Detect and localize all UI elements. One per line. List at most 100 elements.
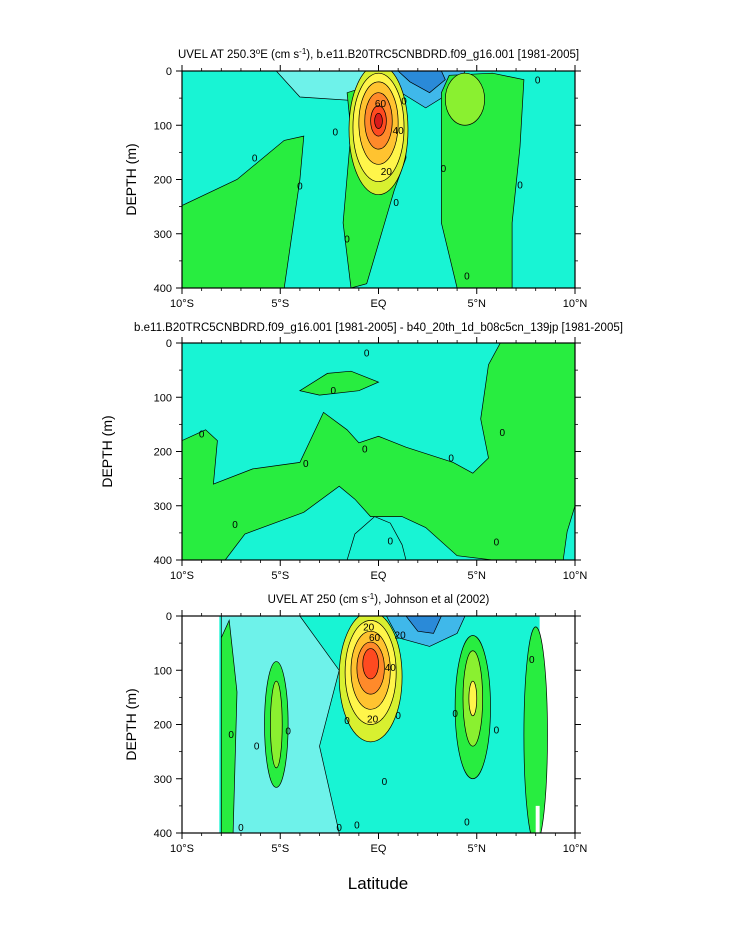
x-tick-label: 5°S	[271, 570, 289, 582]
x-tick-label: EQ	[371, 298, 387, 310]
y-tick-label: 100	[154, 392, 172, 404]
y-tick-label: 400	[154, 828, 172, 840]
contour-label: 0	[285, 727, 291, 738]
panel-title-part: UVEL AT 250 (cm s	[268, 594, 368, 606]
contour-label: 0	[332, 127, 338, 138]
contour-label: 0	[344, 716, 350, 727]
y-tick-label: 0	[166, 66, 172, 78]
contour-region	[397, 71, 446, 94]
x-tick-label: 10°S	[170, 298, 194, 310]
x-axis-label: Latitude	[348, 874, 409, 893]
contour-label: 0	[297, 182, 303, 193]
x-tick-label: EQ	[371, 570, 387, 582]
contour-label: 20	[363, 622, 375, 633]
contour-label: 0	[382, 777, 388, 788]
missing-data	[535, 805, 540, 833]
y-tick-label: 400	[154, 283, 172, 295]
contour-label: 0	[354, 820, 360, 831]
contour-label: 0	[494, 725, 500, 736]
contour-region	[405, 616, 442, 634]
panel-title-part: b.e11.B20TRC5CNBDRD.f09_g16.001 [1981-20…	[134, 322, 623, 334]
contour-region	[468, 680, 478, 717]
contour-label: 0	[238, 823, 244, 834]
contour-label: 0	[529, 655, 535, 666]
x-tick-label: 5°N	[468, 570, 487, 582]
contour-label: 20	[395, 630, 407, 641]
x-tick-label: 5°N	[468, 843, 487, 855]
x-tick-label: 5°S	[271, 843, 289, 855]
contour-label: 0	[364, 348, 370, 359]
y-tick-label: 200	[154, 720, 172, 732]
contour-label: 0	[331, 386, 337, 397]
panel-title-part: E (cm s	[260, 49, 299, 61]
contour-label: 0	[494, 538, 500, 549]
x-tick-label: 10°S	[170, 570, 194, 582]
contour-label: 0	[441, 164, 447, 175]
panel-title-part: -1	[299, 47, 307, 56]
contour-region	[346, 516, 407, 560]
y-tick-label: 400	[154, 555, 172, 567]
x-tick-label: 10°N	[563, 298, 588, 310]
contour-label: 20	[367, 715, 379, 726]
contour-label: 60	[375, 99, 387, 110]
contour-label: 0	[303, 459, 309, 470]
panel-title-part: -1	[367, 592, 375, 601]
x-tick-label: 10°S	[170, 843, 194, 855]
y-tick-label: 0	[166, 611, 172, 623]
contour-region	[374, 112, 383, 129]
contour-label: 0	[254, 742, 260, 753]
contour-label: 0	[448, 454, 454, 465]
contour-label: 0	[464, 818, 470, 829]
panel-title-part: UVEL AT 250.3	[178, 49, 256, 61]
contour-label: 0	[395, 711, 401, 722]
contour-label: 40	[393, 126, 405, 137]
y-axis-label: DEPTH (m)	[123, 688, 139, 760]
x-tick-label: 5°N	[468, 298, 487, 310]
panel-title-part: ), b.e11.B20TRC5CNBDRD.f09_g16.001 [1981…	[306, 49, 579, 61]
panel-title: UVEL AT 250.3oE (cm s-1), b.e11.B20TRC5C…	[178, 47, 579, 61]
contour-label: 0	[517, 180, 523, 191]
panel-title-part: o	[256, 47, 261, 56]
y-tick-label: 200	[154, 447, 172, 459]
contour-label: 40	[385, 663, 397, 674]
contour-region	[220, 618, 238, 833]
y-axis-label: DEPTH (m)	[123, 143, 139, 215]
contour-label: 0	[401, 96, 407, 107]
contour-label: 0	[535, 76, 541, 87]
y-tick-label: 300	[154, 774, 172, 786]
contour-label: 0	[232, 520, 238, 531]
y-tick-label: 200	[154, 175, 172, 187]
contour-label: 0	[388, 537, 394, 548]
contour-region	[182, 135, 305, 288]
contour-fill-2: 0 0 0 0 0 0 0 0 0 0	[182, 343, 575, 560]
contour-label: 20	[381, 167, 393, 178]
contour-region	[362, 648, 379, 680]
y-tick-label: 300	[154, 229, 172, 241]
y-tick-label: 300	[154, 501, 172, 513]
x-tick-label: 5°S	[271, 298, 289, 310]
panel-title: b.e11.B20TRC5CNBDRD.f09_g16.001 [1981-20…	[134, 322, 623, 334]
x-tick-label: 10°N	[563, 843, 588, 855]
y-tick-label: 100	[154, 120, 172, 132]
contour-label: 0	[362, 444, 368, 455]
x-tick-label: EQ	[371, 843, 387, 855]
y-tick-label: 100	[154, 665, 172, 677]
contour-label: 0	[199, 430, 205, 441]
contour-label: 0	[228, 730, 234, 741]
contour-label: 0	[393, 198, 399, 209]
contour-label: 0	[344, 235, 350, 246]
contour-label: 60	[369, 633, 381, 644]
contour-label: 0	[464, 272, 470, 283]
contour-region	[298, 370, 380, 396]
panel-title: UVEL AT 250 (cm s-1), Johnson et al (200…	[268, 592, 490, 606]
contour-region	[270, 680, 283, 769]
x-tick-label: 10°N	[563, 570, 588, 582]
contour-label: 0	[252, 153, 258, 164]
contour-fill-1: 60 40 20 0 0 0 0 0 0 0 0 0 0	[182, 71, 575, 288]
panel-title-part: ), Johnson et al (2002)	[374, 594, 489, 606]
y-axis-label: DEPTH (m)	[99, 415, 115, 487]
